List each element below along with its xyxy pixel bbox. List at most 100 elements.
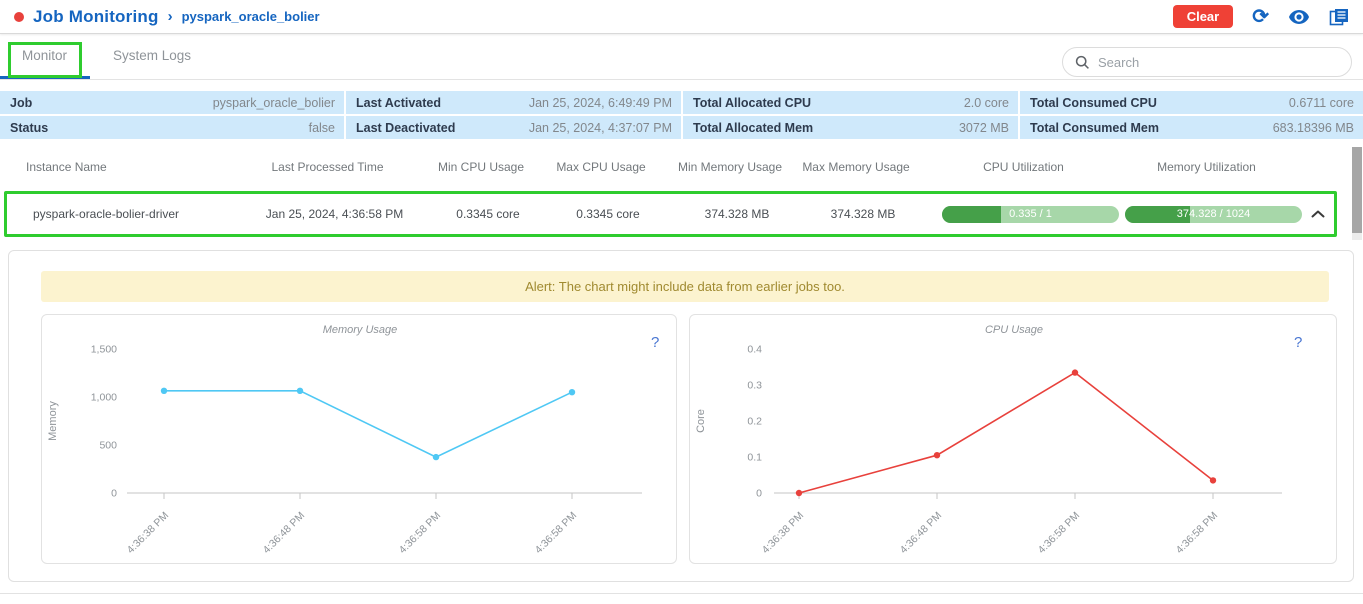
data-point <box>1072 369 1078 375</box>
vertical-scrollbar-track[interactable] <box>1352 147 1362 240</box>
alert-banner: Alert: The chart might include data from… <box>41 271 1329 302</box>
help-icon[interactable]: ? <box>651 334 659 351</box>
collapse-row-button[interactable] <box>1302 210 1334 218</box>
header-cpu-utilization: CPU Utilization <box>935 160 1112 174</box>
charts-panel: Alert: The chart might include data from… <box>8 250 1354 582</box>
summary-value: Jan 25, 2024, 4:37:07 PM <box>529 121 672 135</box>
job-summary-grid: Job pyspark_oracle_bolier Last Activated… <box>0 91 1363 141</box>
logs-icon[interactable] <box>1329 8 1349 26</box>
data-point <box>1210 477 1216 483</box>
summary-label: Last Activated <box>356 96 441 110</box>
series-line <box>164 391 572 457</box>
x-tick-label: 4:36:38 PM <box>125 510 171 556</box>
summary-cell-total-consumed-cpu: Total Consumed CPU 0.6711 core <box>1020 91 1363 114</box>
summary-value: pyspark_oracle_bolier <box>213 96 335 110</box>
summary-label: Total Allocated Mem <box>693 121 813 135</box>
y-tick-label: 0.1 <box>747 452 762 464</box>
y-tick-label: 1,500 <box>91 344 117 356</box>
summary-cell-last-deactivated: Last Deactivated Jan 25, 2024, 4:37:07 P… <box>346 116 681 139</box>
cpu-usage-chart: CPU Usage? Core 0 0.1 0.2 0.3 0.4 4:36:38 PM 4:3… <box>689 314 1337 564</box>
summary-label: Last Deactivated <box>356 121 455 135</box>
job-monitoring-page: Job Monitoring › pyspark_oracle_bolier C… <box>0 0 1363 604</box>
summary-cell-job: Job pyspark_oracle_bolier <box>0 91 344 114</box>
bottom-divider <box>0 593 1363 594</box>
page-title: Job Monitoring <box>33 7 159 27</box>
y-tick-label: 0 <box>756 488 762 500</box>
instance-table-header: Instance Name Last Processed Time Min CP… <box>0 150 1337 184</box>
x-tick-label: 4:36:58 PM <box>1036 510 1082 556</box>
x-tick-label: 4:36:58 PM <box>1174 510 1220 556</box>
refresh-icon[interactable]: ⟳ <box>1252 7 1269 27</box>
chevron-up-icon <box>1311 210 1325 218</box>
y-tick-label: 0.2 <box>747 416 762 428</box>
search-input[interactable] <box>1098 55 1328 70</box>
status-dot-icon <box>14 12 24 22</box>
instance-last-processed: Jan 25, 2024, 4:36:58 PM <box>237 207 432 221</box>
eye-icon[interactable] <box>1288 9 1310 25</box>
header-last-processed-time: Last Processed Time <box>230 160 425 174</box>
chart-title: CPU Usage <box>985 324 1043 336</box>
memory-utilization-label: 374.328 / 1024 <box>1125 206 1302 223</box>
summary-cell-last-activated: Last Activated Jan 25, 2024, 6:49:49 PM <box>346 91 681 114</box>
tab-system-logs[interactable]: System Logs <box>113 34 191 76</box>
cpu-utilization-label: 0.335 / 1 <box>942 206 1119 223</box>
instance-max-mem: 374.328 MB <box>802 207 924 221</box>
y-tick-label: 0.3 <box>747 380 762 392</box>
header-min-cpu-usage: Min CPU Usage <box>425 160 537 174</box>
tab-monitor[interactable]: Monitor <box>22 34 67 76</box>
summary-value: false <box>309 121 335 135</box>
vertical-scrollbar-thumb[interactable] <box>1352 147 1362 233</box>
top-bar: Job Monitoring › pyspark_oracle_bolier C… <box>0 0 1363 34</box>
header-instance-name: Instance Name <box>0 160 230 174</box>
y-tick-label: 1,000 <box>91 392 117 404</box>
top-bar-actions: Clear ⟳ <box>1173 5 1349 28</box>
summary-cell-total-allocated-cpu: Total Allocated CPU 2.0 core <box>683 91 1018 114</box>
memory-utilization-bar: 374.328 / 1024 <box>1125 206 1302 223</box>
cpu-utilization-bar: 0.335 / 1 <box>942 206 1119 223</box>
data-point <box>569 389 575 395</box>
header-min-memory-usage: Min Memory Usage <box>665 160 795 174</box>
chevron-right-icon: › <box>168 8 173 25</box>
x-tick-label: 4:36:48 PM <box>898 510 944 556</box>
y-tick-label: 500 <box>99 440 117 452</box>
search-icon <box>1075 55 1090 70</box>
summary-label: Job <box>10 96 32 110</box>
data-point <box>161 388 167 394</box>
summary-label: Total Consumed Mem <box>1030 121 1159 135</box>
memory-usage-chart: Memory Usage?Memory05001,0001,5004:36:38… <box>41 314 677 564</box>
summary-value: 0.6711 core <box>1289 96 1354 110</box>
data-point <box>934 452 940 458</box>
summary-value: 3072 MB <box>959 121 1009 135</box>
summary-value: 683.18396 MB <box>1273 121 1354 135</box>
summary-value: 2.0 core <box>964 96 1009 110</box>
data-point <box>297 388 303 394</box>
summary-cell-total-consumed-mem: Total Consumed Mem 683.18396 MB <box>1020 116 1363 139</box>
x-tick-label: 4:36:58 PM <box>533 510 579 556</box>
header-memory-utilization: Memory Utilization <box>1118 160 1295 174</box>
clear-button[interactable]: Clear <box>1173 5 1234 28</box>
chart-title: Memory Usage <box>323 324 398 336</box>
summary-cell-status: Status false <box>0 116 344 139</box>
x-tick-label: 4:36:38 PM <box>760 510 806 556</box>
help-icon[interactable]: ? <box>1294 334 1302 351</box>
table-row-instance-driver[interactable]: pyspark-oracle-bolier-driver Jan 25, 202… <box>4 191 1337 237</box>
breadcrumb-job-name: pyspark_oracle_bolier <box>182 9 320 24</box>
y-axis-label: Core <box>695 409 707 433</box>
tab-bar: Monitor System Logs <box>0 34 1363 80</box>
header-max-cpu-usage: Max CPU Usage <box>537 160 665 174</box>
instance-min-cpu: 0.3345 core <box>432 207 544 221</box>
y-tick-label: 0 <box>111 488 117 500</box>
header-max-memory-usage: Max Memory Usage <box>795 160 917 174</box>
data-point <box>796 490 802 496</box>
summary-label: Total Allocated CPU <box>693 96 811 110</box>
x-tick-label: 4:36:58 PM <box>397 510 443 556</box>
search-box[interactable] <box>1062 47 1352 77</box>
summary-row-2: Status false Last Deactivated Jan 25, 20… <box>0 116 1363 139</box>
summary-label: Total Consumed CPU <box>1030 96 1157 110</box>
tab-bar-divider <box>0 79 1363 80</box>
series-line <box>799 373 1213 493</box>
data-point <box>433 454 439 460</box>
y-tick-label: 0.4 <box>747 344 762 356</box>
summary-label: Status <box>10 121 48 135</box>
summary-row-1: Job pyspark_oracle_bolier Last Activated… <box>0 91 1363 114</box>
